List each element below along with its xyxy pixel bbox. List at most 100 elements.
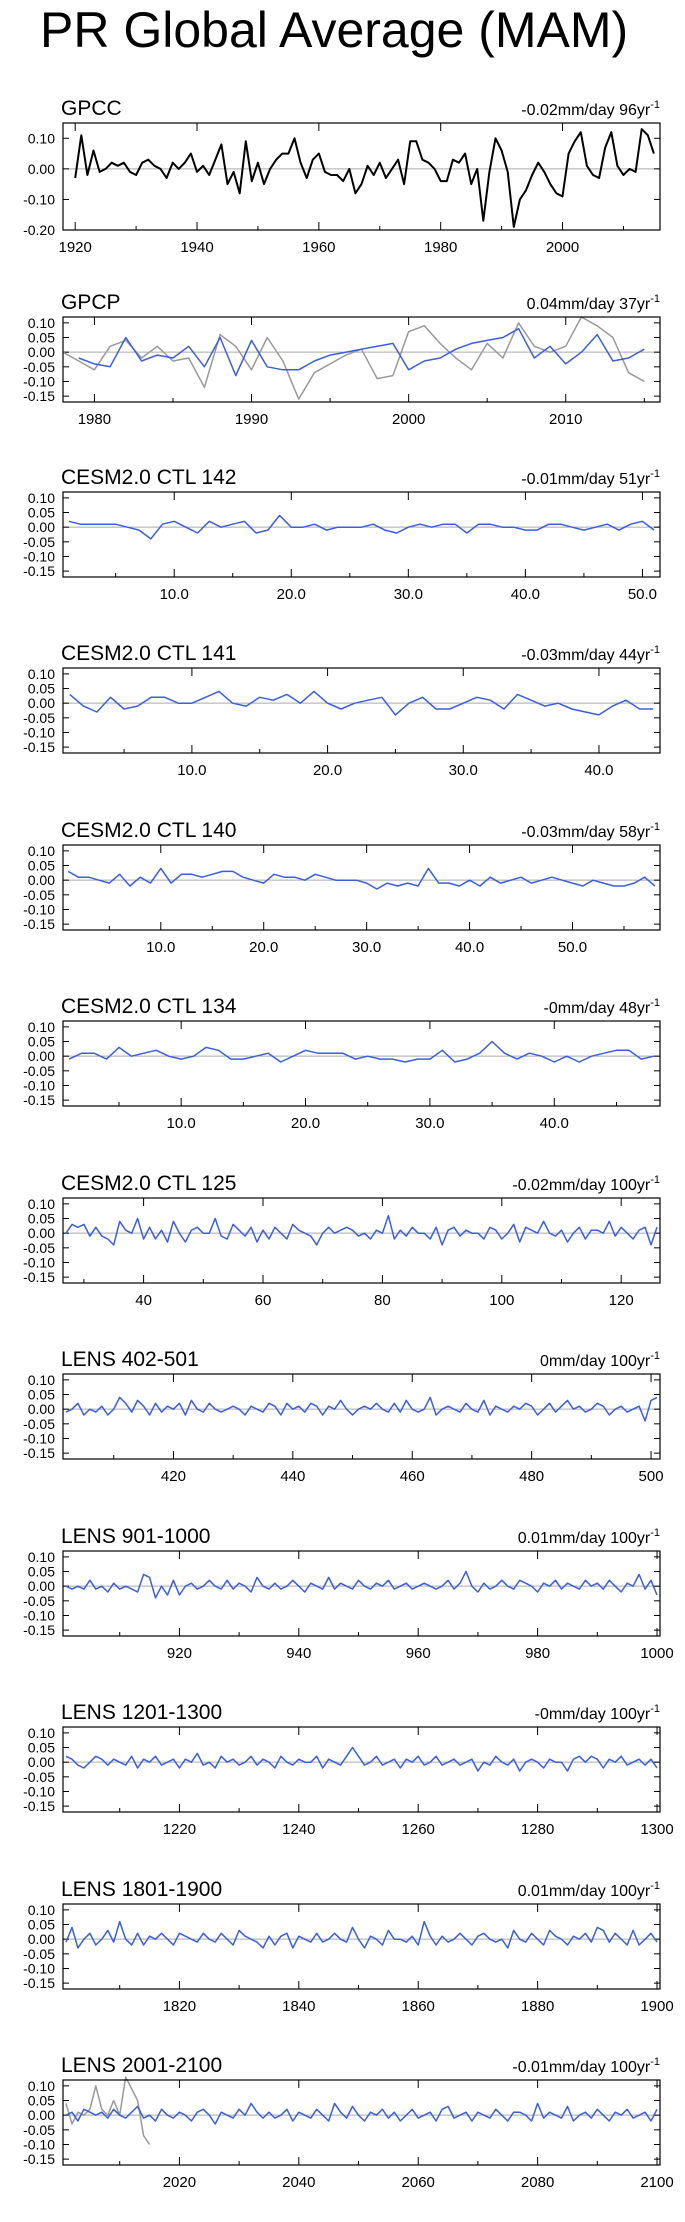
trend-value: -0.02mm/day xyxy=(512,1177,605,1194)
y-tick-label: -0.10 xyxy=(23,548,55,564)
y-tick-label: 0.10 xyxy=(28,666,55,682)
chart-panel: CESM2.0 CTL 125 -0.02mm/day 100yr-10.100.… xyxy=(23,1172,661,1309)
trend-exponent: -1 xyxy=(650,644,660,656)
plot-frame xyxy=(62,1550,661,1637)
x-tick-label: 1940 xyxy=(180,239,213,256)
y-tick-label: -0.05 xyxy=(23,1769,55,1785)
y-tick-label: 0.00 xyxy=(28,1931,55,1947)
y-tick-label: -0.05 xyxy=(23,1063,55,1079)
plot-frame xyxy=(62,1726,661,1813)
trend-value: -0.02mm/day xyxy=(521,102,614,119)
x-tick-label: 420 xyxy=(161,1468,186,1485)
y-tick-label: -0.15 xyxy=(23,1092,55,1108)
chart-panel: GPCC -0.02mm/day 96yr-1 0.10 0.00 -0.10 -0.20… xyxy=(23,97,661,256)
plot-frame xyxy=(62,2079,661,2166)
page-title: PR Global Average (MAM) xyxy=(40,2,629,58)
y-tick-label: -0.15 xyxy=(23,916,55,932)
trend-label: 0.01mm/day 100yr-1 xyxy=(518,1527,660,1547)
y-tick-label: -0.10 xyxy=(23,1077,55,1093)
panel-label: CESM2.0 CTL 140 xyxy=(61,819,236,842)
trend-value: -0mm/day xyxy=(544,1000,615,1017)
x-tick-label: 2080 xyxy=(521,2174,554,2191)
chart-panel: LENS 2001-2100 -0.01mm/day 100yr-10.100.0… xyxy=(23,2054,674,2191)
x-tick-label: 920 xyxy=(167,1645,192,1662)
panel-label: LENS 1801-1900 xyxy=(61,1878,222,1901)
x-tick-label: 40.0 xyxy=(540,1115,569,1132)
chart-panel: LENS 402-501 0mm/day 100yr-10.100.050.00-… xyxy=(23,1348,663,1485)
x-tick-label: 2100 xyxy=(640,2174,673,2191)
x-tick-label: 1220 xyxy=(163,1821,196,1838)
series-line xyxy=(68,514,655,540)
trend-period: 48yr xyxy=(615,1000,651,1017)
panel-label: LENS 1201-1300 xyxy=(61,1701,222,1724)
x-tick-label: 500 xyxy=(639,1468,664,1485)
trend-value: 0.01mm/day xyxy=(518,1883,606,1900)
series-line xyxy=(65,1746,658,1772)
x-tick-label: 960 xyxy=(406,1645,431,1662)
x-tick-label: 40 xyxy=(135,1292,152,1309)
plot-frame xyxy=(62,316,661,403)
trend-label: -0mm/day 48yr-1 xyxy=(544,997,660,1017)
trend-period: 100yr xyxy=(606,1530,651,1547)
y-tick-label: -0.15 xyxy=(23,1975,55,1991)
x-tick-label: 20.0 xyxy=(313,762,342,779)
trend-period: 58yr xyxy=(615,824,651,841)
x-tick-label: 1980 xyxy=(424,239,457,256)
trend-period: 37yr xyxy=(615,296,651,313)
series-line xyxy=(65,1214,658,1246)
y-tick-label: 0.10 xyxy=(28,843,55,859)
x-tick-label: 10.0 xyxy=(160,586,189,603)
x-tick-label: 30.0 xyxy=(449,762,478,779)
series-line xyxy=(67,867,656,890)
series-line xyxy=(69,690,654,716)
x-tick-label: 10.0 xyxy=(177,762,206,779)
panel-label: LENS 402-501 xyxy=(61,1348,199,1371)
x-tick-label: 120 xyxy=(609,1292,634,1309)
y-tick-label: 0.00 xyxy=(28,1578,55,1594)
y-tick-label: -0.10 xyxy=(23,1430,55,1446)
y-tick-label: 0.00 xyxy=(28,872,55,888)
y-tick-label: 0.05 xyxy=(28,1387,55,1403)
plot-frame xyxy=(62,491,661,578)
x-tick-label: 100 xyxy=(489,1292,514,1309)
y-tick-label: -0.15 xyxy=(23,1445,55,1461)
y-tick-label: 0.10 xyxy=(28,1019,55,1035)
y-tick-label: 0.10 xyxy=(28,1549,55,1565)
trend-exponent: -1 xyxy=(650,1174,660,1186)
y-tick-label: -0.05 xyxy=(23,1593,55,1609)
chart-panel: GPCP 0.04mm/day 37yr-10.100.050.00-0.05-0… xyxy=(23,291,661,428)
trend-value: -0.03mm/day xyxy=(521,647,614,664)
x-tick-label: 10.0 xyxy=(146,939,175,956)
y-tick-label: 0.00 xyxy=(28,344,55,360)
y-tick-label: 0.10 xyxy=(28,490,55,506)
y-tick-label: -0.15 xyxy=(23,563,55,579)
x-tick-label: 2010 xyxy=(549,411,582,428)
trend-label: -0.02mm/day 96yr-1 xyxy=(521,99,660,119)
panel-label: GPCP xyxy=(61,291,121,314)
trend-label: 0.01mm/day 100yr-1 xyxy=(518,1880,660,1900)
series-line xyxy=(62,316,645,400)
series-line xyxy=(65,2076,151,2145)
chart-panel: CESM2.0 CTL 142 -0.01mm/day 51yr-10.100.0… xyxy=(23,466,661,603)
y-tick-label: 0.00 xyxy=(28,2107,55,2123)
y-tick-label: -0.05 xyxy=(23,359,55,375)
plot-frame xyxy=(62,667,661,754)
y-tick-label: -0.10 xyxy=(23,1254,55,1270)
trend-value: 0.01mm/day xyxy=(518,1530,606,1547)
trend-period: 100yr xyxy=(606,1706,651,1723)
trend-label: -0mm/day 100yr-1 xyxy=(535,1703,660,1723)
trend-exponent: -1 xyxy=(650,1703,660,1715)
y-tick-label: 0.05 xyxy=(28,1034,55,1050)
x-tick-label: 30.0 xyxy=(394,586,423,603)
x-tick-label: 1960 xyxy=(302,239,335,256)
trend-label: -0.03mm/day 44yr-1 xyxy=(521,644,660,664)
y-tick-label: 0.00 xyxy=(28,1401,55,1417)
y-tick-label: -0.10 xyxy=(23,1783,55,1799)
x-tick-label: 20.0 xyxy=(291,1115,320,1132)
x-tick-label: 1300 xyxy=(640,1821,673,1838)
trend-exponent: -1 xyxy=(650,997,660,1009)
x-tick-label: 40.0 xyxy=(455,939,484,956)
x-tick-label: 1900 xyxy=(640,1998,673,2015)
y-tick-label: -0.10 xyxy=(23,373,55,389)
